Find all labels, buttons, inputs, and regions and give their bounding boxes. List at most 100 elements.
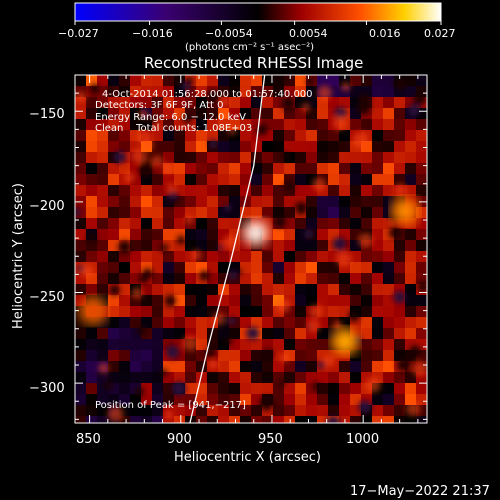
heatmap-cell: [152, 405, 163, 416]
heatmap-cell: [251, 97, 262, 108]
heatmap-cell: [196, 317, 207, 328]
heatmap-dark-spot: [171, 381, 186, 396]
heatmap-cell: [141, 295, 152, 306]
heatmap-cell: [174, 163, 185, 174]
heatmap-cell: [405, 295, 416, 306]
heatmap-cell: [75, 163, 86, 174]
heatmap-cell: [383, 372, 394, 383]
heatmap-cell: [284, 86, 295, 97]
heatmap-dark-spot: [185, 77, 194, 86]
heatmap-cell: [262, 97, 273, 108]
heatmap-cell: [317, 196, 328, 207]
heatmap-bright-spot: [144, 140, 154, 151]
heatmap-cell: [207, 427, 218, 438]
heatmap-cell: [328, 317, 339, 328]
heatmap-cell: [306, 130, 317, 141]
heatmap-cell: [152, 273, 163, 284]
heatmap-bright-spot: [405, 401, 421, 417]
peak-source: [391, 196, 420, 225]
heatmap-cell: [207, 152, 218, 163]
heatmap-cell: [416, 317, 427, 328]
heatmap-cell: [416, 350, 427, 361]
heatmap-cell: [317, 372, 328, 383]
heatmap-cell: [141, 394, 152, 405]
heatmap-cell: [262, 141, 273, 152]
heatmap-cell: [185, 152, 196, 163]
heatmap-bright-spot: [151, 155, 163, 167]
heatmap-cell: [405, 229, 416, 240]
heatmap-cell: [218, 416, 229, 423]
heatmap-cell: [108, 306, 119, 317]
heatmap-cell: [240, 361, 251, 372]
heatmap-cell: [361, 251, 372, 262]
heatmap-bright-spot: [358, 232, 374, 248]
heatmap-cell: [339, 75, 350, 86]
heatmap-cell: [383, 306, 394, 317]
heatmap-cell: [372, 405, 383, 416]
heatmap-cell: [251, 416, 262, 423]
heatmap-cell: [361, 372, 372, 383]
heatmap-cell: [152, 262, 163, 273]
heatmap-cell: [350, 295, 361, 306]
heatmap-cell: [119, 416, 130, 423]
heatmap-cell: [196, 405, 207, 416]
heatmap-cell: [185, 240, 196, 251]
heatmap-cell: [174, 86, 185, 97]
heatmap-cell: [152, 174, 163, 185]
heatmap-cell: [229, 405, 240, 416]
heatmap-cell: [372, 273, 383, 284]
heatmap-cell: [405, 240, 416, 251]
heatmap-cell: [240, 185, 251, 196]
heatmap-cell: [174, 75, 185, 86]
heatmap-cell: [394, 328, 405, 339]
heatmap-cell: [130, 306, 141, 317]
heatmap-cell: [163, 218, 174, 229]
heatmap-cell: [141, 372, 152, 383]
heatmap-cell: [383, 97, 394, 108]
heatmap-dark-spot: [106, 86, 114, 95]
heatmap-cell: [251, 339, 262, 350]
heatmap-cell: [284, 207, 295, 218]
heatmap-cell: [97, 174, 108, 185]
heatmap-cell: [119, 306, 130, 317]
heatmap-cell: [405, 416, 416, 423]
heatmap-cell: [361, 75, 372, 86]
heatmap-cell: [229, 229, 240, 240]
heatmap-cell: [427, 295, 438, 306]
heatmap-cell: [383, 383, 394, 394]
heatmap-cell: [97, 262, 108, 273]
heatmap-cell: [284, 174, 295, 185]
heatmap-cell: [372, 108, 383, 119]
heatmap-cell: [416, 383, 427, 394]
heatmap-cell: [339, 185, 350, 196]
heatmap-cell: [361, 328, 372, 339]
heatmap-cell: [97, 163, 108, 174]
heatmap-cell: [229, 119, 240, 130]
heatmap-cell: [328, 273, 339, 284]
heatmap-cell: [262, 218, 273, 229]
heatmap-cell: [75, 174, 86, 185]
heatmap-cell: [130, 174, 141, 185]
heatmap-cell: [218, 207, 229, 218]
heatmap-cell: [196, 416, 207, 423]
heatmap-cell: [251, 273, 262, 284]
heatmap-cell: [350, 185, 361, 196]
heatmap-cell: [185, 317, 196, 328]
heatmap-cell: [86, 174, 97, 185]
heatmap-cell: [394, 427, 405, 438]
heatmap-cell: [119, 284, 130, 295]
heatmap-cell: [130, 416, 141, 423]
heatmap-cell: [317, 328, 328, 339]
heatmap-cell: [405, 262, 416, 273]
heatmap-cell: [207, 339, 218, 350]
heatmap-cell: [416, 240, 427, 251]
heatmap-cell: [163, 372, 174, 383]
heatmap-cell: [119, 394, 130, 405]
heatmap-cell: [350, 174, 361, 185]
heatmap-cell: [119, 229, 130, 240]
heatmap-dark-spot: [138, 163, 153, 178]
heatmap-cell: [262, 119, 273, 130]
heatmap-cell: [207, 75, 218, 86]
heatmap-cell: [317, 350, 328, 361]
heatmap-cell: [163, 383, 174, 394]
